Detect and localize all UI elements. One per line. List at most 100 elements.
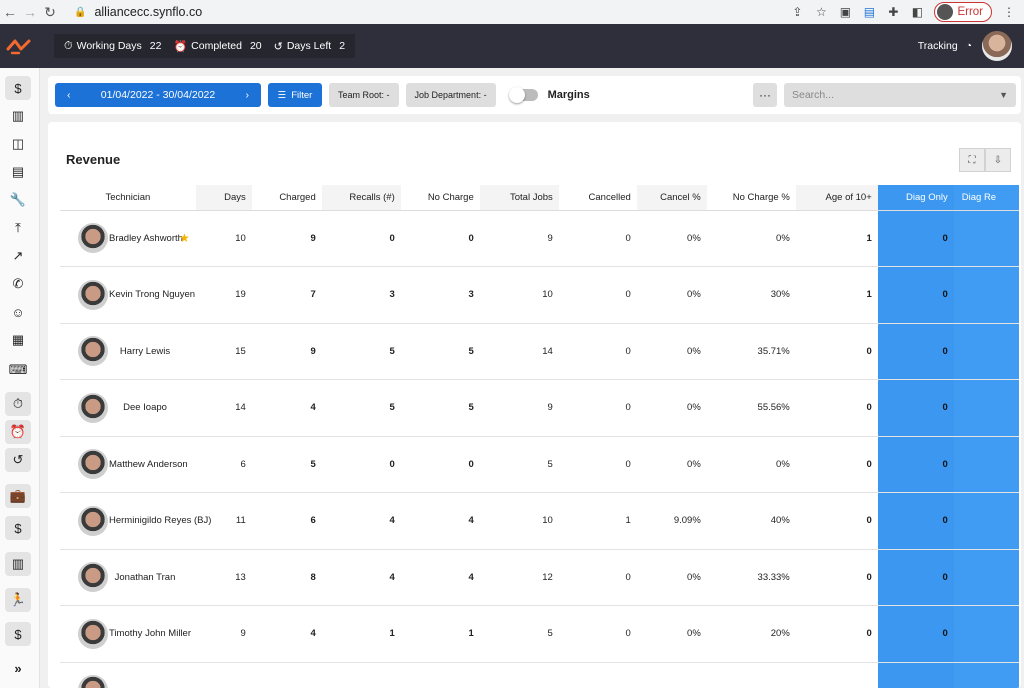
search-dropdown[interactable]: Search... ▼ (784, 83, 1016, 107)
more-options-button[interactable]: ··· (753, 83, 777, 107)
total-jobs-cell: 10 (479, 492, 559, 550)
margins-toggle[interactable] (508, 87, 538, 103)
days-left-value: 2 (339, 40, 346, 52)
col-technician[interactable]: Technician (60, 185, 196, 211)
reload-icon[interactable]: ↻ (44, 3, 56, 20)
bookmark-star-icon[interactable]: ☆ (816, 5, 827, 19)
technician-avatar (78, 618, 108, 649)
col-no-charge-pct[interactable]: No Charge % (706, 185, 796, 211)
profile-button[interactable]: Error (934, 2, 992, 22)
profile-avatar (937, 4, 954, 20)
running-icon[interactable]: 🏃 (5, 588, 31, 612)
table-row[interactable]: Matthew Anderson 6 5 0 0 5 0 0% 0% 0 0 (60, 436, 1019, 493)
table-row[interactable]: Kevin Trong Nguyen 19 7 3 3 10 0 0% 30% … (60, 266, 1019, 324)
coin-icon[interactable]: $ (5, 622, 31, 646)
no-charge-pct-cell: 20% (706, 605, 796, 663)
col-diag-only[interactable]: Diag Only (877, 185, 954, 211)
col-cancel-pct[interactable]: Cancel % (636, 185, 707, 211)
diag-only-cell: 0 (877, 549, 954, 606)
diag-re-cell (953, 379, 1019, 437)
filter-button[interactable]: ☰ Filter (268, 83, 322, 107)
col-total-jobs[interactable]: Total Jobs (479, 185, 559, 211)
cancel-pct-cell: 0% (636, 210, 707, 267)
col-cancelled[interactable]: Cancelled (558, 185, 637, 211)
briefcase-icon[interactable]: 💼 (5, 484, 31, 508)
extension-blue-icon[interactable]: ▤ (863, 5, 876, 19)
dollar-icon[interactable]: $ (5, 76, 31, 100)
clipboard-icon[interactable]: ▤ (11, 164, 25, 179)
table-row[interactable]: Herminigildo Reyes (BJ) 11 6 4 4 10 1 9.… (60, 492, 1019, 550)
table-row[interactable] (60, 662, 1019, 688)
history-icon[interactable]: ↺ (5, 448, 31, 472)
technician-name[interactable]: Jonathan Tran (114, 571, 176, 583)
puzzle-icon[interactable]: ✚ (888, 5, 899, 19)
technician-name[interactable]: Harry Lewis (119, 345, 171, 357)
table-row[interactable]: Jonathan Tran 13 8 4 4 12 0 0% 33.33% 0 … (60, 549, 1019, 606)
technician-name[interactable]: Herminigildo Reyes (BJ) (109, 515, 212, 527)
charged-cell: 7 (251, 266, 322, 324)
col-recalls[interactable]: Recalls (#) (321, 185, 401, 211)
upload-icon[interactable]: ⤒ (15, 220, 21, 235)
col-days[interactable]: Days (195, 185, 252, 211)
job-department-dropdown[interactable]: Job Department: - (405, 83, 496, 107)
share-icon[interactable]: ⇪ (792, 5, 803, 19)
days-cell: 15 (195, 323, 252, 380)
lock-icon[interactable]: 🔒 (74, 6, 87, 18)
fullscreen-icon[interactable]: ⛶ (959, 148, 985, 172)
calendar-icon[interactable]: ▦ (11, 332, 25, 347)
bar-chart-icon[interactable]: ▥ (11, 108, 25, 123)
table-row[interactable]: Timothy John Miller 9 4 1 1 5 0 0% 20% 0… (60, 605, 1019, 663)
face-icon[interactable]: ☺ (11, 304, 25, 320)
menu-kebab-icon[interactable]: ⋮ (1003, 5, 1015, 19)
profile-label: Error (957, 6, 983, 18)
col-charged[interactable]: Charged (251, 185, 322, 211)
technician-name[interactable]: Dee Ioapo (123, 402, 167, 414)
diag-only-cell: 0 (877, 323, 954, 380)
days-cell: 19 (195, 266, 252, 324)
diag-re-cell (953, 436, 1019, 493)
day-stats: ⏱ Working Days 22 ⏰ Completed 20 ↺ Days … (54, 34, 356, 58)
col-diag-re[interactable]: Diag Re (953, 185, 1019, 211)
dollar-icon[interactable]: $ (5, 516, 31, 540)
technician-name[interactable]: Bradley Ashworth (109, 232, 183, 244)
stopwatch-icon[interactable]: ⏱ (5, 392, 31, 416)
trend-icon[interactable]: ↗ (12, 248, 24, 263)
synflo-logo[interactable] (0, 24, 38, 68)
technician-name[interactable]: Timothy John Miller (109, 628, 192, 640)
recalls-cell: 4 (321, 549, 401, 606)
chevron-right-icon[interactable]: › (245, 89, 250, 101)
age-10-cell: 0 (795, 605, 878, 663)
technician-name[interactable]: Matthew Anderson (109, 458, 188, 470)
forward-arrow-icon[interactable]: → (23, 4, 37, 20)
chevron-left-icon[interactable]: ‹ (67, 89, 71, 101)
charged-cell: 4 (251, 605, 322, 663)
expand-icon[interactable]: » (14, 660, 22, 676)
sidebar-toggle-icon[interactable]: ◧ (911, 5, 924, 19)
user-avatar[interactable] (982, 31, 1012, 61)
table-row[interactable]: Bradley Ashworth ★ 10 9 0 0 9 0 0% 0% 1 0 (60, 210, 1019, 267)
col-no-charge[interactable]: No Charge (400, 185, 480, 211)
address-bar[interactable]: alliancecc.synflo.co (94, 5, 203, 19)
col-age-10[interactable]: Age of 10+ (795, 185, 878, 211)
technician-name[interactable]: Kevin Trong Nguyen (109, 289, 196, 301)
back-arrow-icon[interactable]: ← (3, 4, 17, 20)
technician-avatar (78, 449, 108, 480)
no-charge-pct-cell: 55.56% (706, 379, 796, 437)
technician-avatar (78, 279, 108, 310)
phone-icon[interactable]: ✆ (12, 276, 24, 291)
bar-chart-icon[interactable]: ▥ (5, 552, 31, 576)
tracking-link[interactable]: Tracking ◔ (918, 40, 972, 52)
filter-label: Filter (291, 89, 313, 101)
extension-icon[interactable]: ▣ (839, 5, 852, 19)
alarm-icon[interactable]: ⏰ (5, 420, 31, 444)
download-icon[interactable]: ⇩ (985, 148, 1011, 172)
date-range-picker[interactable]: ‹ 01/04/2022 - 30/04/2022 › (55, 83, 261, 107)
table-row[interactable]: Dee Ioapo 14 4 5 5 9 0 0% 55.56% 0 0 (60, 379, 1019, 437)
wrench-icon[interactable]: 🔧 (9, 192, 27, 207)
keyboard-icon[interactable]: ⌨ (8, 362, 28, 377)
table-row[interactable]: Harry Lewis 15 9 5 5 14 0 0% 35.71% 0 0 (60, 323, 1019, 380)
map-icon[interactable]: ◫ (11, 136, 25, 151)
logo-icon (6, 39, 31, 55)
days-cell: 14 (195, 379, 252, 437)
team-root-dropdown[interactable]: Team Root: - (329, 83, 399, 107)
